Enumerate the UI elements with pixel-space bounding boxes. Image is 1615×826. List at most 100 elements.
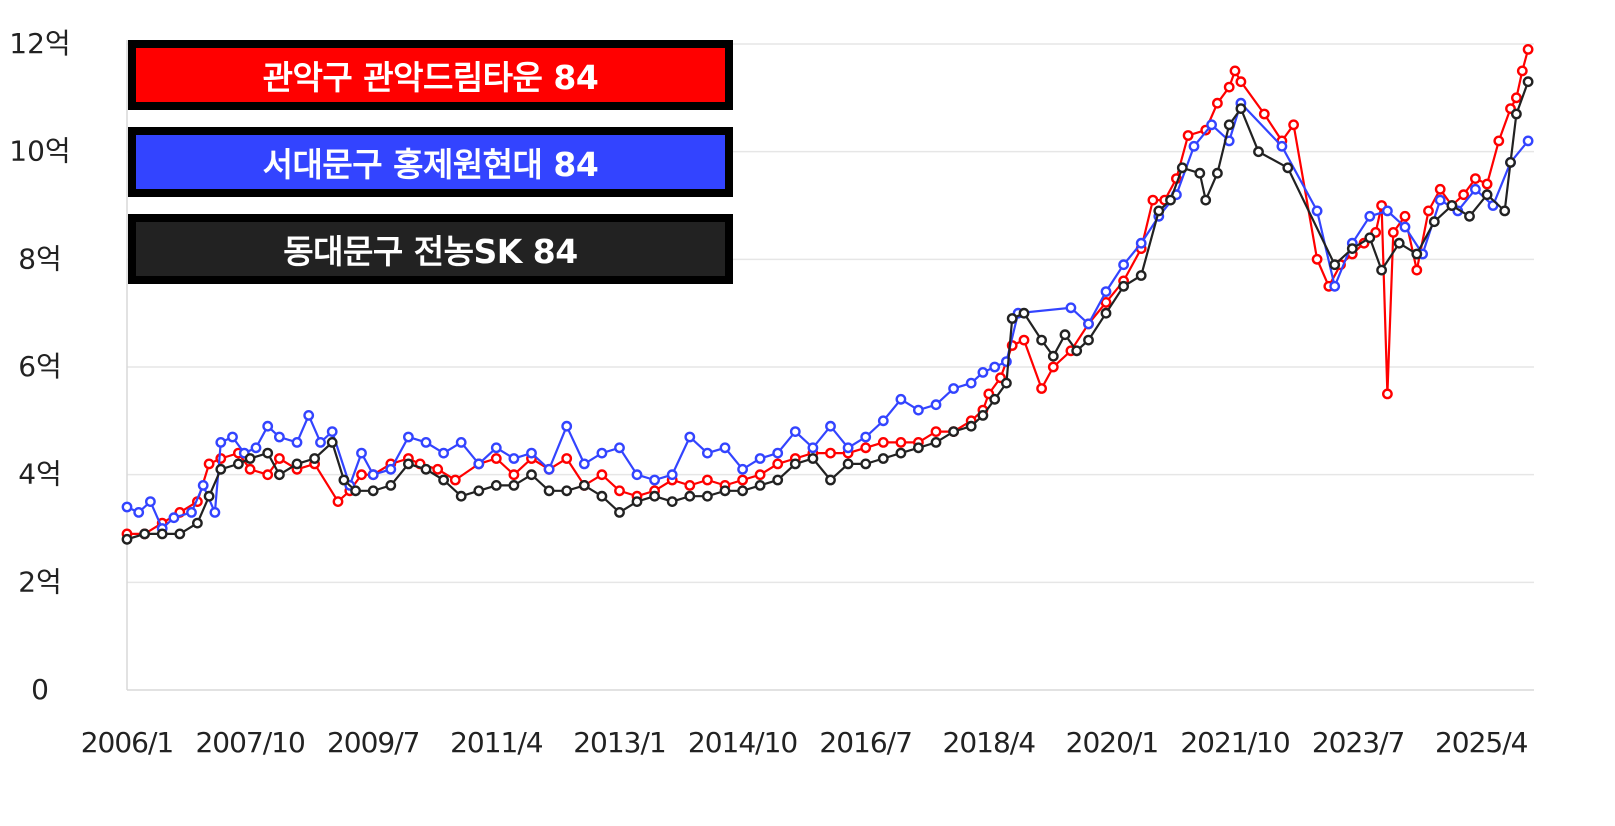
data-point <box>1065 302 1077 314</box>
data-point <box>420 436 432 448</box>
data-point <box>438 447 449 459</box>
y-tick-label: 10억 <box>9 135 70 168</box>
data-point <box>1206 119 1218 131</box>
data-point <box>232 458 244 470</box>
data-point <box>332 496 344 507</box>
data-point <box>1434 194 1446 206</box>
data-point <box>1470 173 1481 185</box>
data-point <box>614 442 625 454</box>
data-point <box>1083 318 1094 330</box>
data-point <box>1464 210 1475 222</box>
data-point <box>473 485 485 497</box>
data-point <box>197 479 209 491</box>
data-point <box>186 507 197 518</box>
data-point <box>578 458 590 470</box>
data-point <box>1458 189 1470 201</box>
data-point <box>1212 167 1223 179</box>
data-point <box>895 447 907 459</box>
data-point <box>227 431 238 443</box>
data-point <box>1036 383 1048 394</box>
data-point <box>754 469 766 481</box>
data-point <box>244 453 256 464</box>
data-point <box>1470 183 1481 195</box>
data-point <box>215 436 227 448</box>
data-point <box>977 409 989 421</box>
data-point <box>1399 221 1411 233</box>
x-tick-label: 2013/1 <box>573 726 666 759</box>
data-point <box>1411 248 1423 260</box>
data-point <box>420 463 432 475</box>
data-point <box>1165 194 1176 206</box>
data-point <box>702 447 713 459</box>
data-point <box>291 436 303 448</box>
data-point <box>244 463 256 475</box>
data-point <box>631 469 643 481</box>
data-point <box>203 458 215 470</box>
data-point <box>133 507 145 518</box>
data-point <box>948 383 959 394</box>
data-point <box>385 463 397 475</box>
data-point <box>1223 81 1235 93</box>
data-point <box>326 426 338 437</box>
data-point <box>684 479 696 491</box>
data-point <box>1382 205 1393 217</box>
data-point <box>273 469 285 481</box>
x-tick-label: 2016/7 <box>819 726 912 759</box>
data-point <box>156 528 168 540</box>
data-point <box>1253 146 1264 158</box>
data-point <box>356 469 367 481</box>
data-point <box>303 409 315 421</box>
data-point <box>174 528 186 540</box>
data-point <box>1282 162 1294 174</box>
data-point <box>1311 253 1323 265</box>
data-point <box>1147 194 1159 206</box>
data-point <box>666 496 678 507</box>
data-point <box>1376 264 1388 276</box>
data-point <box>1047 350 1059 362</box>
x-tick-label: 2007/10 <box>195 726 304 759</box>
data-point <box>719 485 731 497</box>
data-point <box>144 496 156 507</box>
data-point <box>596 447 608 459</box>
data-point <box>543 463 555 475</box>
data-point <box>1258 108 1270 120</box>
data-point <box>1100 286 1112 297</box>
data-point <box>1235 76 1247 88</box>
data-point <box>649 490 660 502</box>
data-point <box>1006 313 1018 324</box>
data-point <box>825 447 836 459</box>
data-point <box>596 469 608 481</box>
y-tick-label: 4억 <box>18 458 62 491</box>
data-point <box>860 431 872 443</box>
data-point <box>737 463 748 475</box>
data-point <box>825 474 836 486</box>
data-point <box>1499 205 1511 217</box>
data-point <box>1135 270 1147 281</box>
data-point <box>737 485 748 497</box>
legend-item-seodaemun: 서대문구 홍제원현대 84 <box>128 127 733 197</box>
y-tick-label: 0 <box>31 673 49 706</box>
data-point <box>737 474 748 486</box>
data-point <box>385 479 397 491</box>
data-point <box>1194 167 1206 179</box>
data-point <box>631 496 643 507</box>
data-point <box>543 485 555 497</box>
data-point <box>772 474 784 486</box>
data-point <box>754 479 766 491</box>
data-point <box>895 393 907 405</box>
data-point <box>1493 135 1505 147</box>
data-point <box>402 458 414 470</box>
data-point <box>561 420 573 432</box>
series-0 <box>121 44 1534 540</box>
data-point <box>1223 119 1235 131</box>
data-point <box>596 490 608 502</box>
data-point <box>877 453 889 464</box>
data-point <box>1364 210 1376 222</box>
data-point <box>1001 377 1012 389</box>
data-point <box>1100 307 1112 319</box>
data-point <box>913 404 924 416</box>
data-point <box>1018 307 1030 319</box>
data-point <box>121 533 133 545</box>
data-point <box>273 431 285 443</box>
data-point <box>490 453 502 464</box>
